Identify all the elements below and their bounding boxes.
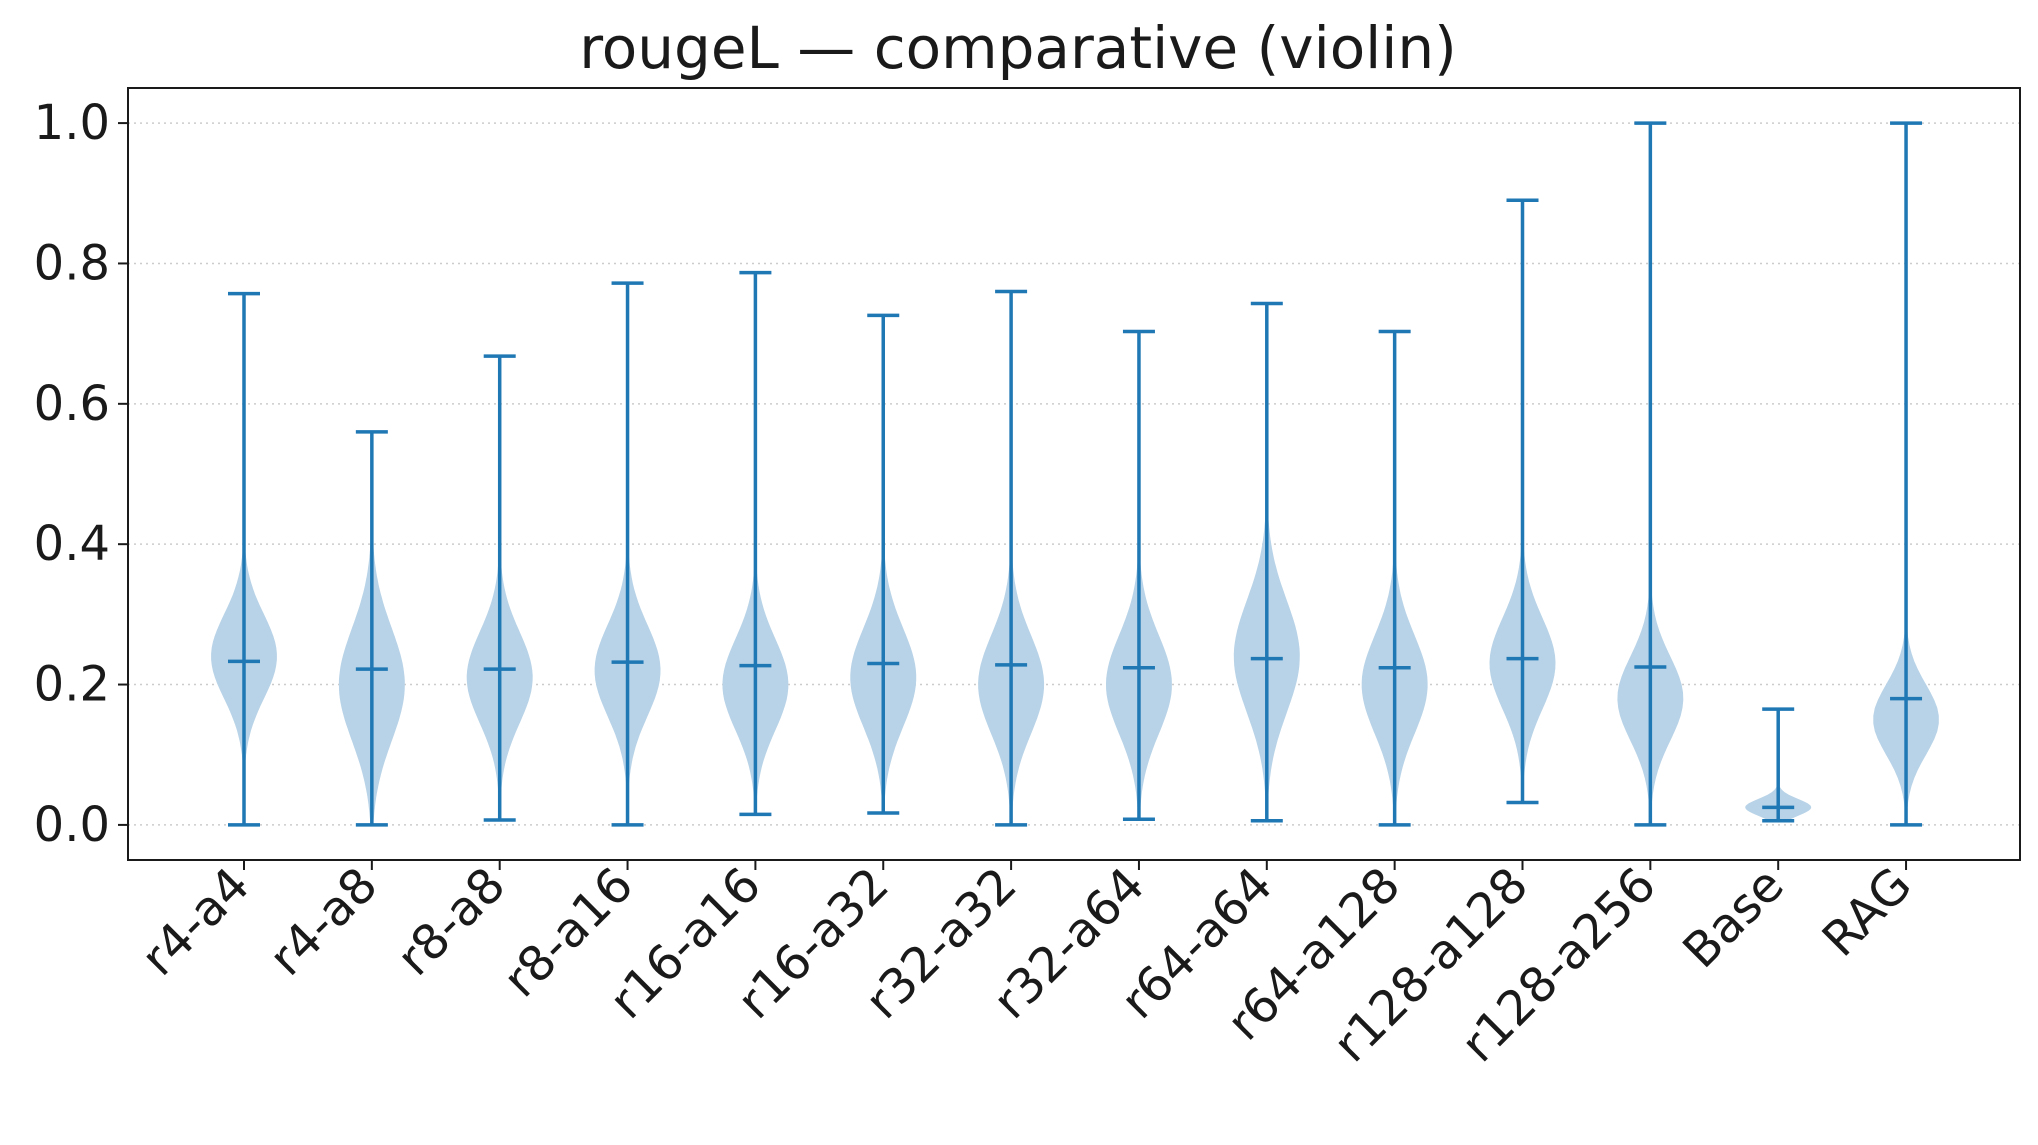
violin-layer [211,121,1939,827]
y-tick-label: 0.2 [34,657,110,713]
x-tick-label: Base [1672,857,1794,979]
plot-frame [127,87,2021,861]
x-tick-label: r4-a8 [259,857,389,987]
y-tick-label: 0.6 [34,376,110,432]
axis-layer: 0.00.20.40.60.81.0r4-a4r4-a8r8-a8r8-a16r… [34,95,1923,1073]
y-tick-label: 0.4 [34,516,110,572]
x-tick-label: r4-a4 [131,857,261,987]
grid-layer [128,122,2020,826]
x-tick-label: RAG [1812,857,1923,968]
y-tick-label: 0.8 [34,235,110,291]
y-tick-label: 1.0 [34,95,110,151]
chart-title: rougeL — comparative (violin) [579,14,1457,82]
y-tick-label: 0.0 [34,797,110,853]
